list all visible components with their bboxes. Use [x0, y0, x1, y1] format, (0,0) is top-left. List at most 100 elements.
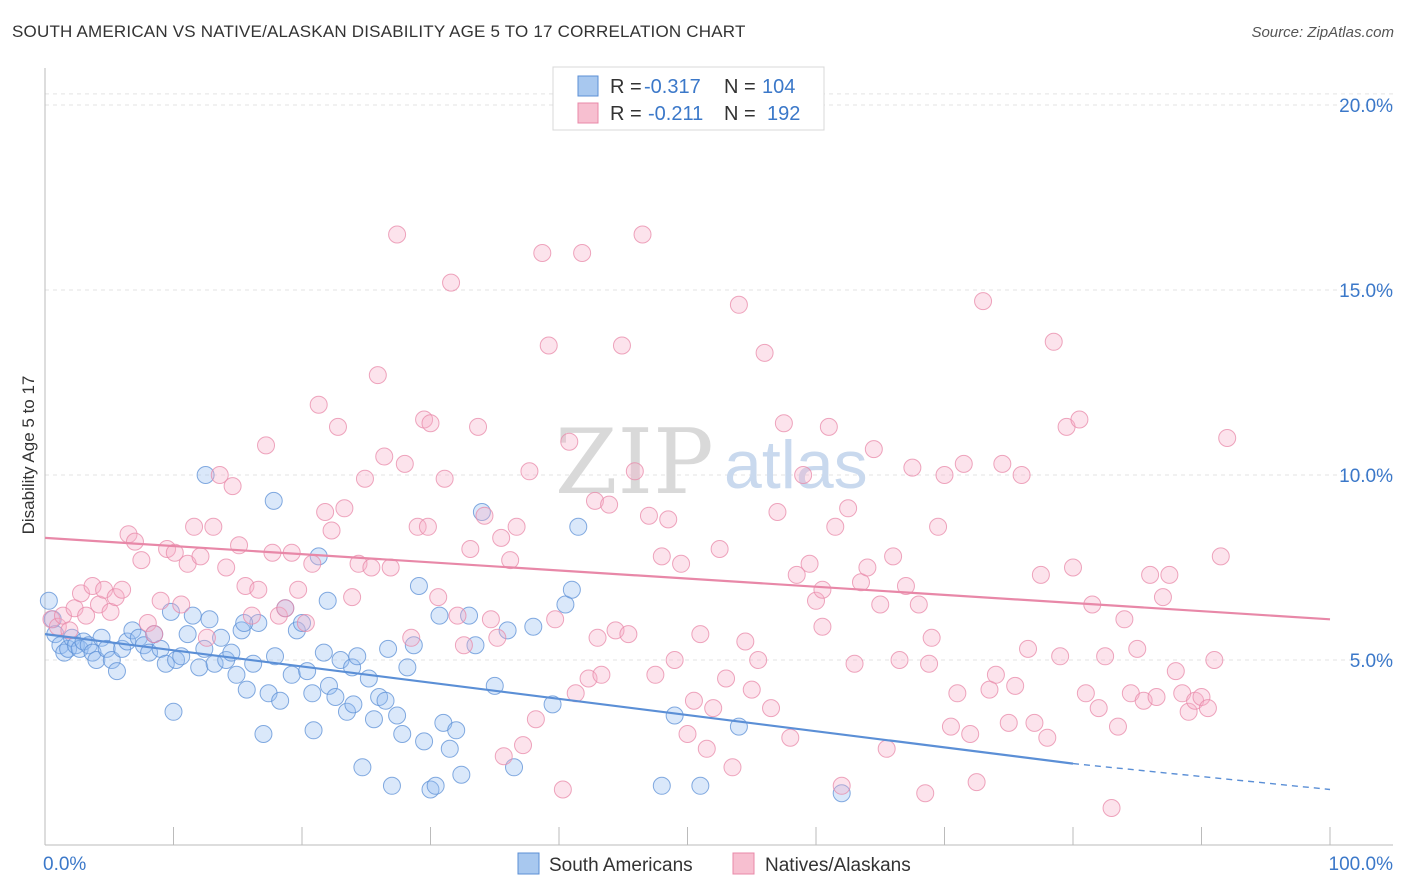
data-point [1012, 466, 1031, 484]
data-point [717, 669, 736, 688]
source-credit: Source: ZipAtlas.com [1251, 24, 1394, 41]
trend-line-extension [1072, 762, 1331, 791]
data-point [1102, 799, 1121, 817]
data-point [1179, 702, 1198, 721]
data-point [402, 628, 421, 647]
series-natives-alaskans [42, 225, 1237, 817]
data-point [961, 725, 980, 743]
data-point [125, 532, 144, 551]
data-point [1198, 699, 1217, 718]
data-point [697, 739, 716, 758]
data-point [492, 528, 511, 547]
data-point [271, 691, 290, 710]
data-point [505, 758, 524, 777]
data-point [524, 617, 543, 636]
data-point [368, 366, 387, 385]
axes [44, 68, 1393, 846]
y-tick-label: 20.0% [1339, 96, 1393, 117]
data-point [314, 643, 333, 662]
data-point [249, 580, 268, 599]
data-point [322, 521, 341, 540]
data-point [1089, 699, 1108, 718]
data-point [165, 543, 184, 562]
data-point [382, 776, 401, 795]
data-point [1192, 688, 1211, 706]
data-point [1031, 565, 1050, 584]
data-point [409, 577, 428, 595]
data-point [440, 739, 459, 758]
data-point [916, 784, 935, 803]
data-point [269, 606, 288, 625]
data-point [200, 610, 219, 629]
data-point [619, 625, 638, 644]
data-point [242, 606, 261, 625]
data-point [337, 702, 356, 721]
data-point [539, 336, 558, 355]
data-point [210, 466, 229, 484]
data-point [113, 580, 132, 599]
data-point [742, 680, 761, 699]
data-point [244, 654, 263, 673]
data-point [145, 625, 164, 644]
data-point [678, 725, 697, 743]
data-point [309, 395, 328, 414]
data-point [304, 721, 323, 740]
data-point [42, 610, 61, 629]
data-point [514, 736, 533, 755]
data-point [60, 621, 79, 640]
data-point [546, 610, 565, 629]
data-point [296, 614, 315, 632]
chart-title: SOUTH AMERICAN VS NATIVE/ALASKAN DISABIL… [12, 22, 746, 41]
data-point [1038, 728, 1057, 747]
data-point [264, 491, 283, 510]
data-point [839, 499, 858, 518]
data-point [729, 295, 748, 314]
data-point [448, 606, 467, 625]
data-point [282, 665, 301, 684]
data-point [612, 336, 631, 355]
data-point [393, 725, 412, 743]
data-point [249, 614, 268, 632]
data-point [364, 710, 383, 729]
data-point [781, 728, 800, 747]
data-point [276, 599, 295, 618]
data-point [331, 651, 350, 669]
data-point [95, 580, 114, 599]
data-point [993, 454, 1012, 473]
data-point [398, 658, 417, 677]
data-point [418, 517, 437, 536]
data-point [1108, 717, 1127, 736]
data-point [562, 580, 581, 599]
data-point [379, 639, 398, 658]
data-point [1096, 647, 1115, 666]
data-point [388, 706, 407, 725]
data-point [569, 517, 588, 536]
y-tick-label: 5.0% [1350, 651, 1393, 672]
x-tick-labels: 0.0% 100.0% [43, 854, 1393, 875]
y-axis-label: Disability Age 5 to 17 [19, 376, 38, 535]
data-point [832, 776, 851, 795]
data-point [217, 558, 236, 577]
trend-line [44, 633, 1074, 765]
data-point [954, 454, 973, 473]
data-point [259, 684, 278, 703]
data-point [190, 658, 209, 677]
data-point [1166, 662, 1185, 681]
data-point [498, 621, 517, 640]
data-point [235, 614, 254, 632]
data-point [652, 776, 671, 795]
data-point [469, 417, 488, 436]
data-point [704, 699, 723, 718]
watermark-atlas: atlas [724, 427, 868, 503]
data-point [298, 662, 317, 681]
data-point [967, 773, 986, 792]
data-point [1070, 410, 1089, 429]
data-point [625, 462, 644, 481]
data-point [87, 651, 106, 669]
data-point [293, 614, 311, 632]
data-point [343, 588, 362, 607]
data-point [723, 758, 742, 777]
data-point [156, 654, 175, 673]
data-point [430, 606, 449, 625]
data-point [794, 466, 813, 484]
